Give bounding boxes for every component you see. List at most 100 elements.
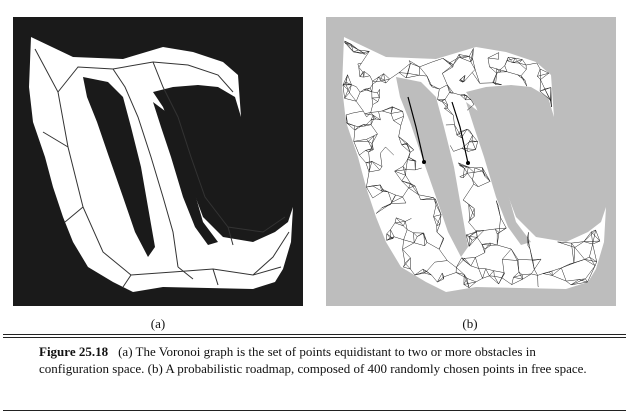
voronoi-edge bbox=[34, 48, 282, 276]
roadmap-edge bbox=[466, 148, 476, 150]
roadmap-edge bbox=[402, 166, 407, 170]
roadmap-edge bbox=[408, 185, 416, 189]
roadmap-edge bbox=[448, 57, 460, 64]
roadmap-edge bbox=[353, 49, 359, 53]
roadmap-edge bbox=[571, 281, 588, 286]
roadmap-edge bbox=[518, 62, 527, 70]
voronoi-edge bbox=[42, 131, 69, 148]
roadmap-edge bbox=[584, 259, 597, 262]
roadmap-edge bbox=[345, 83, 352, 85]
roadmap-edge bbox=[405, 75, 420, 79]
roadmap-edge bbox=[539, 87, 551, 92]
voronoi-edge bbox=[212, 268, 219, 286]
roadmap-edge bbox=[377, 92, 380, 98]
roadmap-edge bbox=[456, 134, 462, 139]
roadmap-edge bbox=[516, 260, 520, 273]
roadmap-edge bbox=[351, 84, 357, 88]
roadmap-edge bbox=[463, 94, 472, 100]
roadmap-edge bbox=[405, 175, 411, 184]
roadmap-edge bbox=[364, 119, 372, 127]
roadmap-edge bbox=[472, 69, 476, 73]
roadmap-edge bbox=[477, 230, 484, 238]
voronoi-edge bbox=[64, 206, 84, 223]
roadmap-edge bbox=[463, 183, 474, 201]
roadmap-edge bbox=[518, 271, 523, 275]
roadmap-edge bbox=[470, 99, 475, 105]
roadmap-edge bbox=[537, 76, 541, 80]
roadmap-edge bbox=[375, 118, 381, 121]
roadmap-edge bbox=[461, 141, 470, 149]
roadmap-edge bbox=[368, 141, 373, 149]
roadmap-edge bbox=[353, 141, 360, 156]
roadmap-edge bbox=[441, 100, 448, 106]
roadmap-edge bbox=[584, 259, 596, 266]
roadmap-edge bbox=[526, 62, 537, 66]
roadmap-edge bbox=[405, 221, 408, 230]
roadmap-edge bbox=[410, 149, 414, 153]
roadmap-edge bbox=[390, 236, 395, 239]
roadmap-edge bbox=[383, 73, 385, 81]
roadmap-edge bbox=[359, 71, 364, 77]
roadmap-edge bbox=[463, 284, 470, 288]
roadmap-edge bbox=[482, 167, 491, 182]
roadmap-edge bbox=[529, 248, 534, 261]
obstacle-left bbox=[396, 77, 468, 257]
roadmap-edge bbox=[354, 124, 365, 131]
roadmap-edge bbox=[552, 275, 567, 282]
roadmap-edge bbox=[385, 146, 394, 156]
roadmap-edge bbox=[345, 81, 352, 85]
roadmap-edge bbox=[513, 274, 523, 278]
roadmap-edge bbox=[466, 104, 475, 111]
roadmap-edge bbox=[444, 92, 450, 100]
roadmap-edge bbox=[493, 270, 505, 273]
roadmap-edge bbox=[472, 179, 474, 185]
roadmap-edge bbox=[591, 231, 601, 242]
roadmap-edge bbox=[390, 111, 403, 114]
roadmap-edge bbox=[474, 170, 483, 173]
figure-caption: Figure 25.18 (a) The Voronoi graph is the… bbox=[39, 343, 599, 377]
roadmap-edge bbox=[468, 216, 475, 223]
roadmap-edge bbox=[484, 245, 491, 250]
roadmap-edge bbox=[372, 81, 377, 85]
roadmap-edge bbox=[534, 259, 542, 270]
roadmap-edge bbox=[463, 281, 477, 285]
roadmap-edge bbox=[484, 242, 491, 250]
roadmap-edge bbox=[475, 141, 478, 150]
roadmap-edge bbox=[498, 217, 501, 233]
roadmap-edge bbox=[378, 77, 382, 82]
roadmap-edge bbox=[456, 132, 460, 136]
roadmap-edge bbox=[578, 279, 588, 283]
panel-a-label: (a) bbox=[150, 316, 166, 331]
roadmap-edge bbox=[442, 58, 454, 68]
roadmap-edge bbox=[487, 57, 499, 60]
roadmap-edge bbox=[424, 242, 428, 246]
roadmap-edge bbox=[365, 162, 370, 173]
roadmap-edge bbox=[352, 110, 364, 114]
roadmap-edge bbox=[532, 258, 542, 261]
roadmap-edge bbox=[470, 58, 473, 62]
roadmap-edge bbox=[358, 125, 365, 128]
roadmap-edge bbox=[358, 49, 370, 52]
roadmap-edge bbox=[437, 272, 443, 283]
roadmap-edge bbox=[444, 104, 448, 109]
roadmap-edge bbox=[591, 231, 593, 245]
roadmap-edge bbox=[363, 75, 370, 78]
roadmap-edge bbox=[456, 259, 464, 268]
roadmap-edge bbox=[414, 242, 425, 247]
roadmap-edge bbox=[463, 72, 473, 82]
roadmap-edge bbox=[366, 186, 373, 199]
roadmap-edge bbox=[481, 242, 491, 245]
roadmap-edge bbox=[573, 247, 576, 264]
roadmap-edge bbox=[389, 72, 400, 80]
roadmap-edge bbox=[364, 71, 371, 76]
roadmap-edge bbox=[499, 65, 505, 70]
roadmap-edge bbox=[489, 242, 492, 246]
roadmap-edge bbox=[408, 60, 411, 64]
roadmap-edge bbox=[442, 64, 454, 74]
roadmap-edge bbox=[370, 115, 374, 120]
roadmap-edge bbox=[396, 217, 404, 227]
roadmap-edge bbox=[368, 161, 373, 173]
roadmap-edge bbox=[344, 89, 349, 99]
roadmap-edge bbox=[356, 101, 364, 112]
caption-bottom-rule bbox=[3, 410, 626, 411]
